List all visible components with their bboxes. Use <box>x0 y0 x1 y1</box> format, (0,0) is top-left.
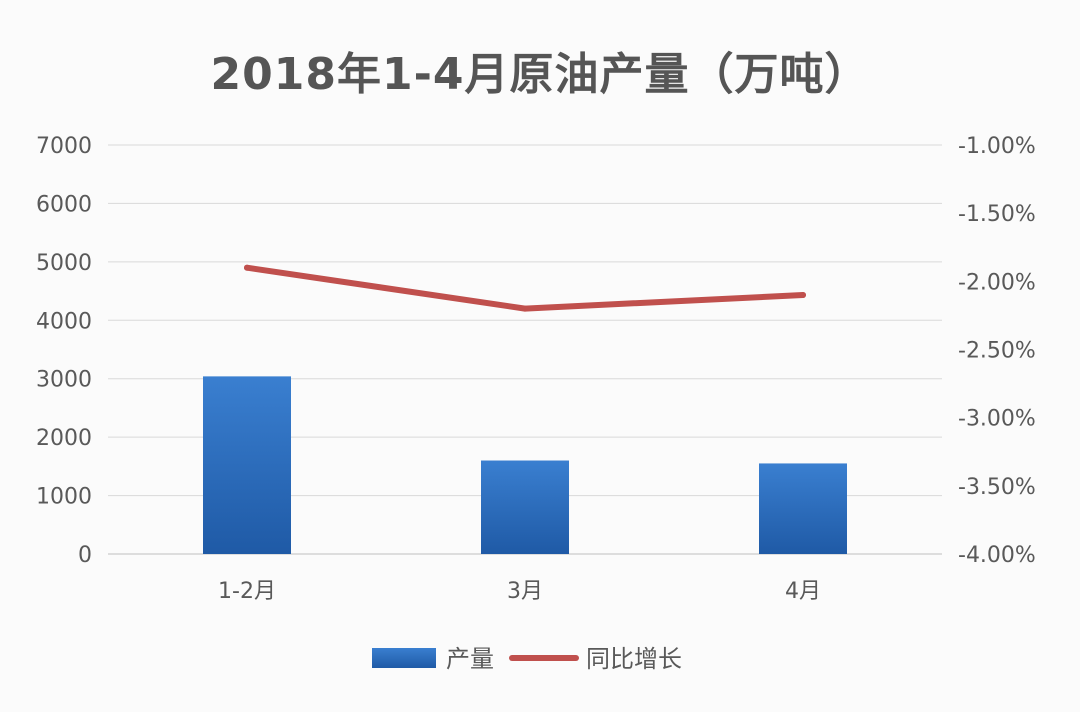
line-point <box>244 264 250 271</box>
left-tick-label: 1000 <box>36 485 92 510</box>
right-tick-label: -3.00% <box>958 407 1036 432</box>
legend-bar-swatch <box>372 648 436 668</box>
x-axis: 1-2月 3月 4月 <box>218 579 821 604</box>
legend: 产量 同比增长 <box>372 645 682 673</box>
left-tick-label: 6000 <box>36 192 92 217</box>
left-tick-label: 2000 <box>36 426 92 451</box>
line-point <box>800 291 806 298</box>
left-tick-label: 5000 <box>36 251 92 276</box>
left-tick-label: 4000 <box>36 309 92 334</box>
right-tick-label: -4.00% <box>958 543 1036 568</box>
left-tick-label: 7000 <box>36 134 92 159</box>
chart-title: 2018年1-4月原油产量（万吨） <box>210 49 870 100</box>
legend-bar-label: 产量 <box>446 645 494 673</box>
line-series-path <box>244 264 806 312</box>
left-tick-label: 0 <box>78 543 92 568</box>
left-axis: 0 1000 2000 3000 4000 5000 6000 7000 <box>36 134 92 568</box>
bar <box>759 463 847 554</box>
line-point <box>522 305 528 312</box>
x-tick-label: 3月 <box>507 579 543 604</box>
right-tick-label: -2.50% <box>958 339 1036 364</box>
left-tick-label: 3000 <box>36 368 92 393</box>
bar-series <box>203 376 847 554</box>
right-tick-label: -2.00% <box>958 270 1036 295</box>
legend-line-label: 同比增长 <box>586 645 682 673</box>
right-tick-label: -1.00% <box>958 134 1036 159</box>
line-series <box>244 264 806 312</box>
bar <box>481 460 569 554</box>
x-tick-label: 1-2月 <box>218 579 276 604</box>
right-axis: -4.00% -3.50% -3.00% -2.50% -2.00% -1.50% -1.0… <box>958 134 1036 568</box>
bar <box>203 376 291 554</box>
x-tick-label: 4月 <box>785 579 821 604</box>
right-tick-label: -1.50% <box>958 202 1036 227</box>
right-tick-label: -3.50% <box>958 475 1036 500</box>
